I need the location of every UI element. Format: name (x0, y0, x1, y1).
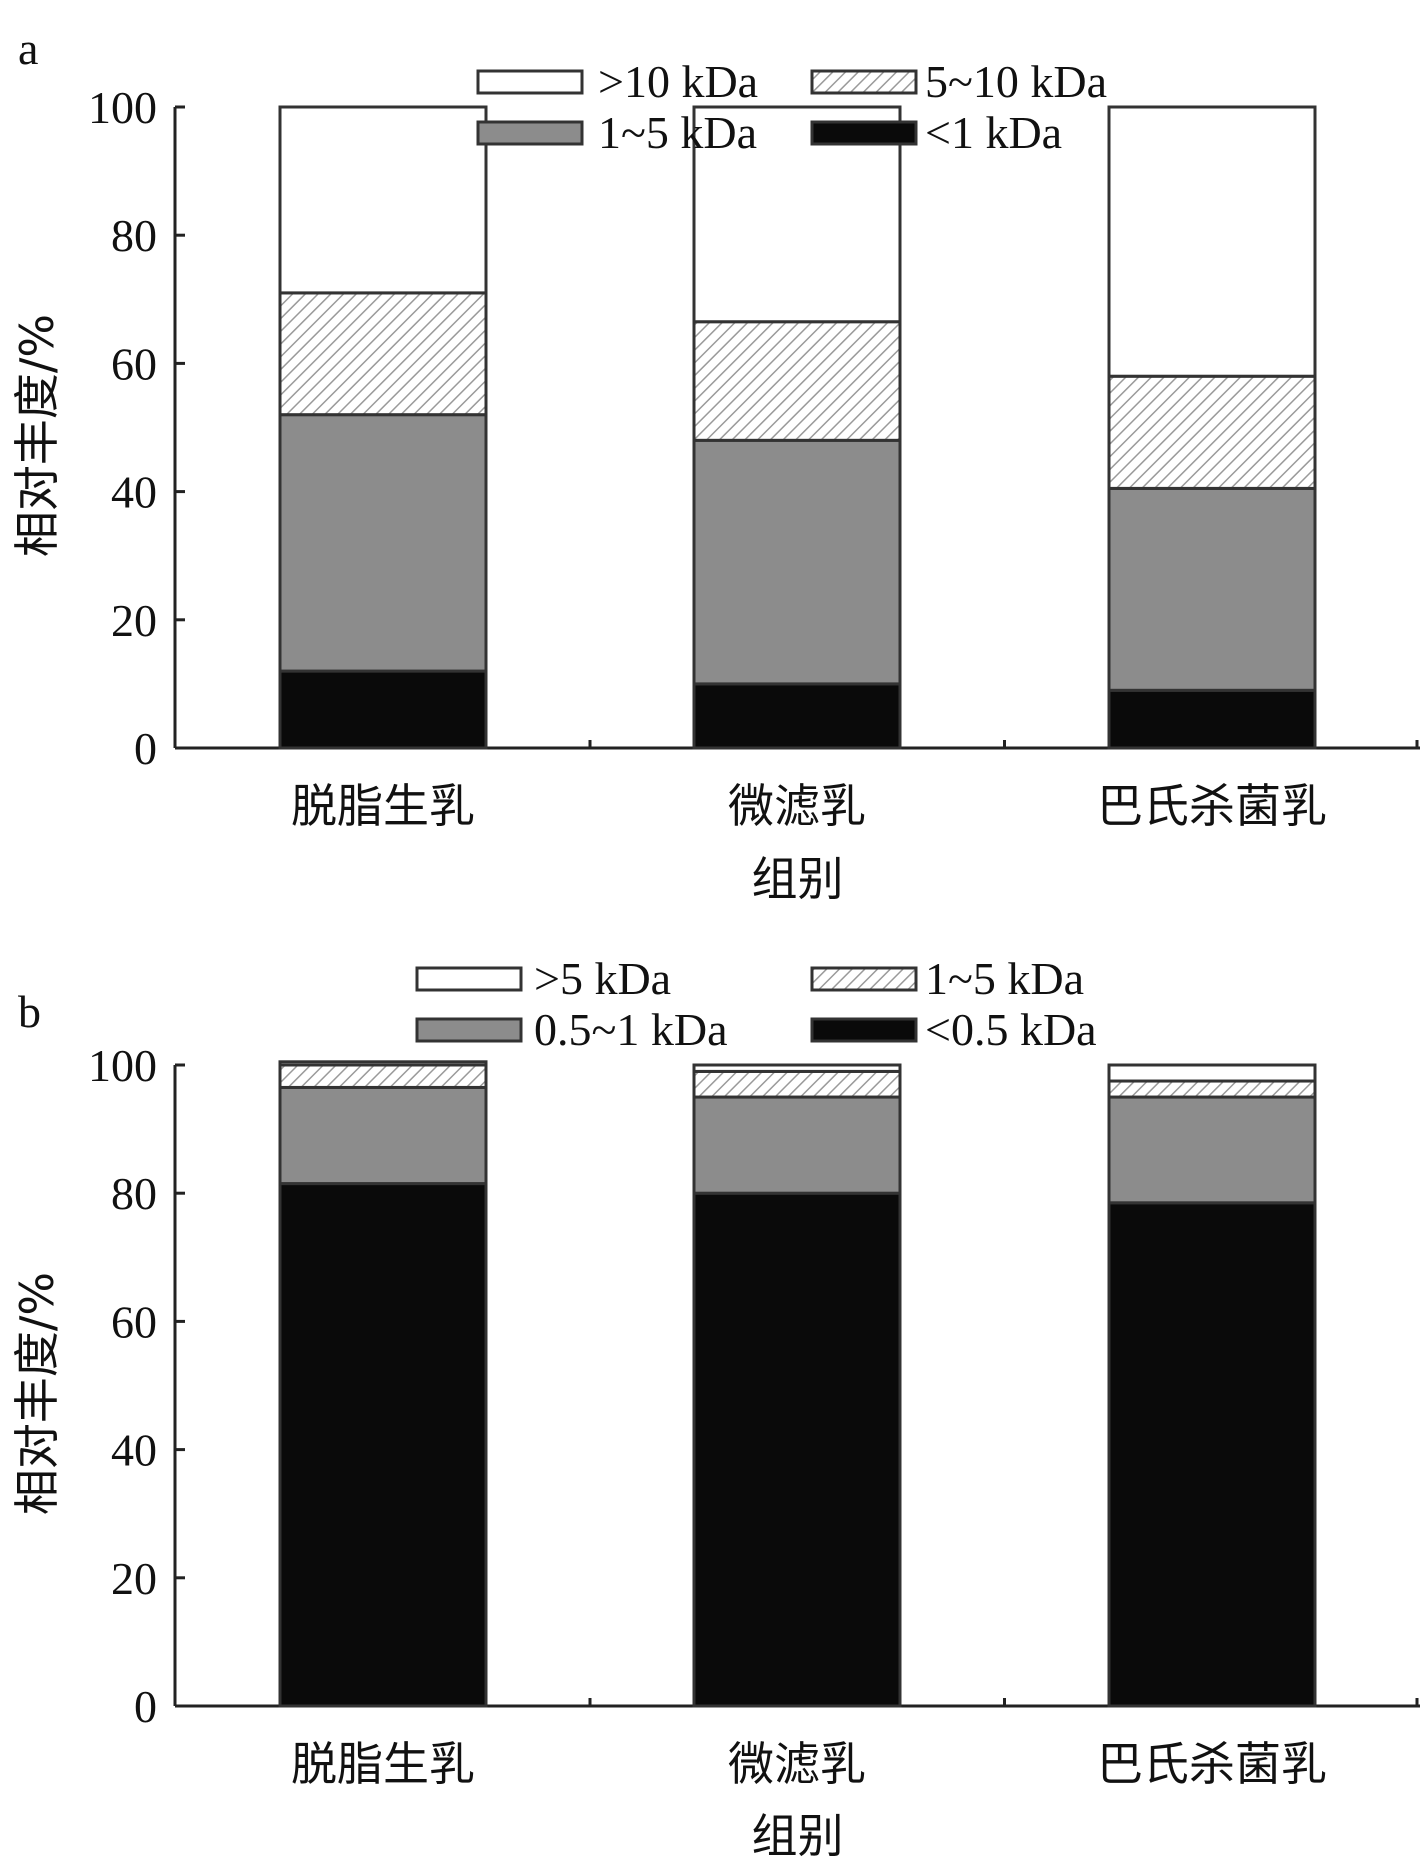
bar-segment (692, 1063, 902, 1073)
bar-segment (1107, 1095, 1317, 1205)
legend-swatch (415, 966, 523, 992)
legend-label: 0.5~1 kDa (534, 1004, 728, 1055)
y-tick-label: 100 (88, 1040, 157, 1091)
legend-swatch (415, 1017, 523, 1043)
bar-segment (1107, 1079, 1317, 1099)
y-tick-label: 60 (111, 1296, 157, 1347)
bar-segment (692, 320, 902, 442)
legend-label: >5 kDa (534, 953, 671, 1004)
bar-segment (692, 1191, 902, 1708)
legend-swatch (810, 69, 918, 95)
y-tick-label: 100 (88, 82, 157, 133)
bar-segment (1107, 1201, 1317, 1708)
y-tick-label: 20 (111, 1553, 157, 1604)
x-tick-label: 微滤乳 (728, 779, 866, 833)
bar-segment (692, 682, 902, 750)
y-axis-title: 相对丰度/% (10, 314, 64, 557)
bar-segment (278, 1063, 488, 1089)
bar-segment (278, 413, 488, 673)
y-tick-label: 60 (111, 338, 157, 389)
legend-swatch (476, 69, 584, 95)
x-tick-label: 脱脂生乳 (291, 1737, 475, 1791)
y-tick-label: 40 (111, 1425, 157, 1476)
legend-label: 5~10 kDa (925, 56, 1107, 107)
bar-segment (1107, 486, 1317, 692)
bar-segment (278, 1085, 488, 1186)
x-axis-title: 组别 (752, 852, 844, 906)
y-tick-label: 40 (111, 467, 157, 518)
bar-segment (278, 669, 488, 750)
legend-swatch (476, 120, 584, 146)
bar-segment (278, 1060, 488, 1067)
x-tick-label: 巴氏杀菌乳 (1097, 1737, 1327, 1791)
legend-label: 1~5 kDa (598, 107, 757, 158)
panel-letter: a (18, 23, 38, 74)
legend-label: <0.5 kDa (925, 1004, 1097, 1055)
legend-label: >10 kDa (598, 56, 758, 107)
bar-segment (278, 105, 488, 295)
bar-segment (1107, 1063, 1317, 1083)
y-tick-label: 80 (111, 1168, 157, 1219)
legend-swatch (810, 120, 918, 146)
y-tick-label: 0 (134, 1681, 157, 1732)
x-tick-label: 脱脂生乳 (291, 779, 475, 833)
bar-segment (278, 291, 488, 417)
legend-swatch (810, 1017, 918, 1043)
y-tick-label: 80 (111, 210, 157, 261)
bar-segment (278, 1182, 488, 1708)
bar-segment (1107, 105, 1317, 378)
x-axis-title: 组别 (752, 1809, 844, 1857)
legend-label: 1~5 kDa (925, 953, 1084, 1004)
bar-segment (692, 438, 902, 686)
x-tick-label: 巴氏杀菌乳 (1097, 779, 1327, 833)
y-axis-title: 相对丰度/% (10, 1272, 64, 1515)
x-tick-label: 微滤乳 (728, 1737, 866, 1791)
bar-segment (1107, 688, 1317, 750)
bar-segment (1107, 374, 1317, 490)
legend-label: <1 kDa (925, 107, 1062, 158)
y-tick-label: 0 (134, 723, 157, 774)
bar-segment (692, 1095, 902, 1195)
panel-letter: b (18, 986, 41, 1037)
bar-segment (692, 1069, 902, 1099)
legend-swatch (810, 966, 918, 992)
y-tick-label: 20 (111, 595, 157, 646)
